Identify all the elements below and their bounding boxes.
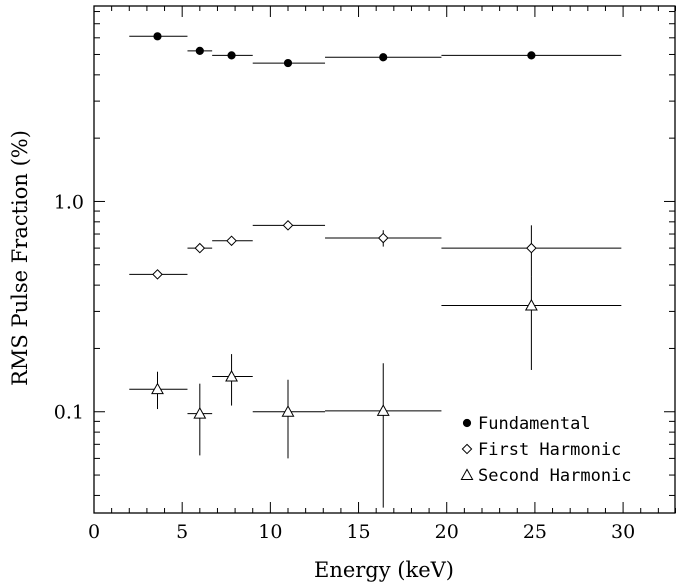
x-tick-label: 5 [176,521,188,543]
y-tick-label: 1.0 [54,191,84,213]
first-harmonic-point [226,235,237,247]
fundamental-point [227,51,236,60]
first-harmonic-point [194,242,206,254]
y-tick-label: 0.1 [54,402,84,424]
second-harmonic-point [376,404,390,416]
x-axis-label: Energy (keV) [314,558,454,582]
fundamental-point [195,46,204,55]
first-harmonic-point [152,269,163,280]
legend-marker-second-harmonic [460,468,474,480]
plot-frame [93,5,676,514]
second-harmonic-point [151,382,164,395]
first-harmonic-point [282,220,294,231]
fundamental-point [379,53,388,62]
legend-label-first-harmonic: First Harmonic [478,440,621,460]
first-harmonic-point [377,232,389,244]
legend-marker-fundamental [462,418,472,428]
fundamental-point [283,58,293,68]
legend-marker-first-harmonic [461,443,473,455]
x-tick-label: 0 [88,521,100,543]
y-axis-label: RMS Pulse Fraction (%) [8,130,32,386]
x-tick-label: 10 [258,521,282,543]
legend-label-fundamental: Fundamental [478,414,591,434]
second-harmonic-point [524,298,538,311]
x-tick-label: 20 [435,521,459,543]
x-tick-label: 30 [611,521,635,543]
second-harmonic-point [225,369,239,382]
second-harmonic-point [193,406,207,419]
second-harmonic-point [281,405,295,417]
fundamental-point [527,51,536,60]
fundamental-point [153,32,162,41]
x-tick-label: 25 [523,521,547,543]
legend-label-second-harmonic: Second Harmonic [478,466,632,486]
x-tick-label: 15 [346,521,370,543]
first-harmonic-point [526,242,537,254]
